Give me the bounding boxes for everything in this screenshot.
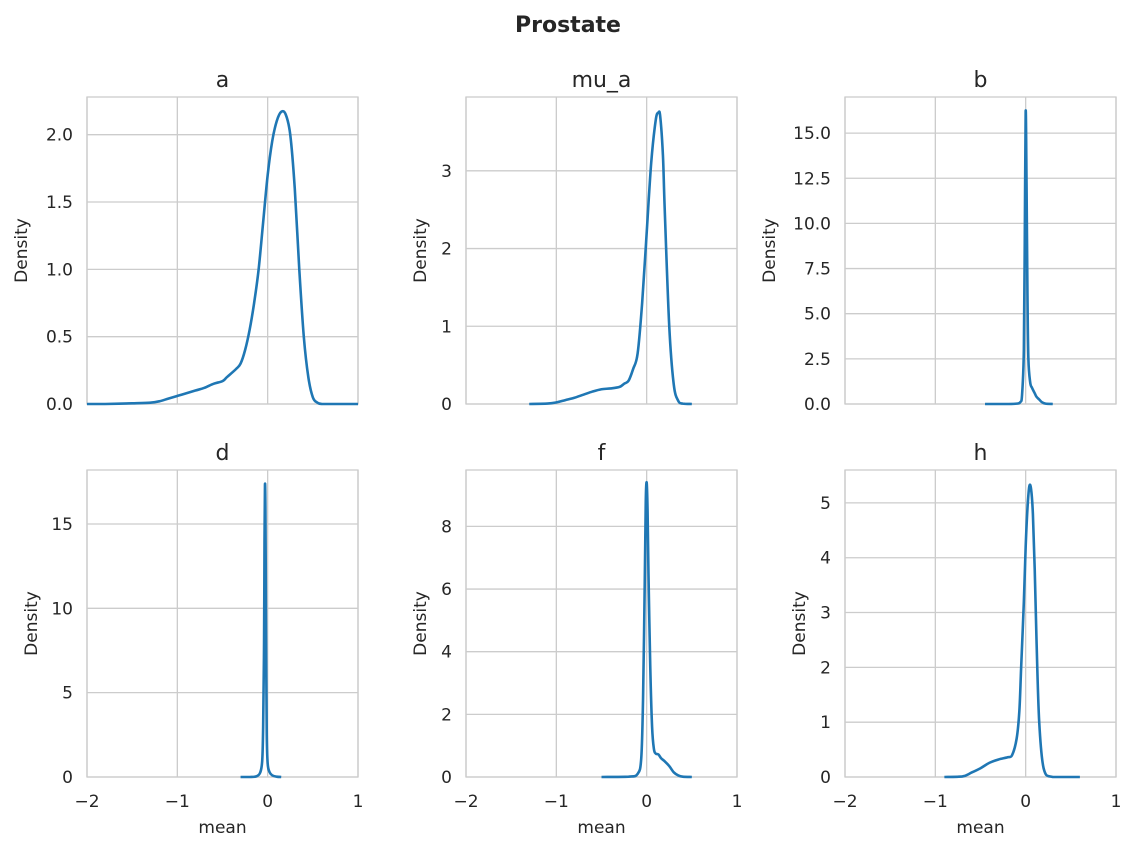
y-axis-label: Density: [760, 218, 780, 283]
y-axis-label: Density: [22, 591, 42, 656]
y-tick-label: 0: [820, 768, 831, 788]
axes-frame: [844, 96, 1117, 405]
panel-title: mu_a: [572, 68, 632, 93]
y-tick-label: 3: [820, 604, 831, 624]
y-tick-label: 4: [820, 549, 831, 569]
panel-2: mu_a 0 1 2 3 Density: [411, 68, 738, 415]
x-tick-label: 0: [262, 792, 273, 812]
y-tick-label: 0.0: [804, 395, 831, 415]
x-tick-label: 0: [641, 792, 652, 812]
density-line: [529, 110, 692, 406]
y-tick-label: 4: [441, 643, 452, 663]
density-line: [86, 109, 358, 406]
density-line: [985, 109, 1053, 406]
y-tick-label: 2: [820, 658, 831, 678]
x-tick-label: −1: [165, 792, 190, 812]
density-line: [944, 483, 1080, 779]
x-axis-label: mean: [956, 818, 1004, 838]
panel-5: f 0 2 4 6 8 −2 −1 0 1 Density mean: [411, 441, 742, 838]
x-tick-label: −2: [453, 792, 478, 812]
y-tick-label: 10: [51, 599, 73, 619]
y-tick-label: 0: [441, 768, 452, 788]
y-tick-label: 1: [820, 713, 831, 733]
panel-title: h: [974, 441, 988, 466]
y-tick-label: 8: [441, 517, 452, 537]
y-tick-label: 12.5: [793, 169, 831, 189]
y-tick-label: 0: [62, 768, 73, 788]
x-tick-label: 1: [732, 792, 743, 812]
panel-3: b 0.0 2.5 5.0 7.5 10.0 12.5 15.0 Density: [760, 68, 1117, 415]
y-tick-label: 0.0: [46, 395, 73, 415]
density-line: [601, 480, 692, 779]
x-tick-label: 1: [353, 792, 364, 812]
axes-frame: [465, 469, 738, 778]
x-axis-label: mean: [198, 818, 246, 838]
y-tick-label: 7.5: [804, 260, 831, 280]
x-tick-label: −2: [832, 792, 857, 812]
axes-frame: [86, 469, 359, 778]
x-tick-label: −1: [544, 792, 569, 812]
y-tick-label: 1: [441, 317, 452, 337]
y-tick-label: 5: [62, 684, 73, 704]
panel-title: d: [216, 441, 230, 466]
y-tick-label: 3: [441, 162, 452, 182]
panels-container: a 0.0 0.5 1.0 1.5 2.0 Density mu_a 0 1 2 3 Density b 0…: [12, 68, 1121, 838]
y-tick-label: 2.5: [804, 350, 831, 370]
y-tick-label: 15.0: [793, 124, 831, 144]
density-line: [240, 482, 282, 779]
panel-6: h 0 1 2 3 4 5 −2 −1 0 1 Density mean: [790, 441, 1121, 838]
panel-title: a: [216, 68, 229, 93]
y-axis-label: Density: [12, 218, 32, 283]
panel-title: b: [974, 68, 988, 93]
y-axis-label: Density: [411, 591, 431, 656]
y-tick-label: 0.5: [46, 328, 73, 348]
figure-title: Prostate: [515, 13, 621, 38]
x-tick-label: 1: [1111, 792, 1122, 812]
y-tick-label: 5.0: [804, 305, 831, 325]
panel-title: f: [598, 441, 607, 466]
y-axis-label: Density: [411, 218, 431, 283]
axes-frame: [465, 96, 738, 405]
y-tick-label: 2: [441, 705, 452, 725]
x-tick-label: 0: [1020, 792, 1031, 812]
y-tick-label: 10.0: [793, 214, 831, 234]
y-tick-label: 5: [820, 494, 831, 514]
y-tick-label: 2.0: [46, 126, 73, 146]
axes-frame: [86, 96, 359, 405]
y-tick-label: 6: [441, 580, 452, 600]
y-tick-label: 15: [51, 515, 73, 535]
x-axis-label: mean: [577, 818, 625, 838]
x-tick-label: −1: [923, 792, 948, 812]
x-tick-label: −2: [74, 792, 99, 812]
y-tick-label: 2: [441, 240, 452, 260]
y-axis-label: Density: [790, 591, 810, 656]
panel-4: d 0 5 10 15 −2 −1 0 1 Density mean: [22, 441, 363, 838]
y-tick-label: 1.0: [46, 260, 73, 280]
axes-frame: [844, 469, 1117, 778]
y-tick-label: 0: [441, 395, 452, 415]
y-tick-label: 1.5: [46, 193, 73, 213]
panel-1: a 0.0 0.5 1.0 1.5 2.0 Density: [12, 68, 359, 415]
